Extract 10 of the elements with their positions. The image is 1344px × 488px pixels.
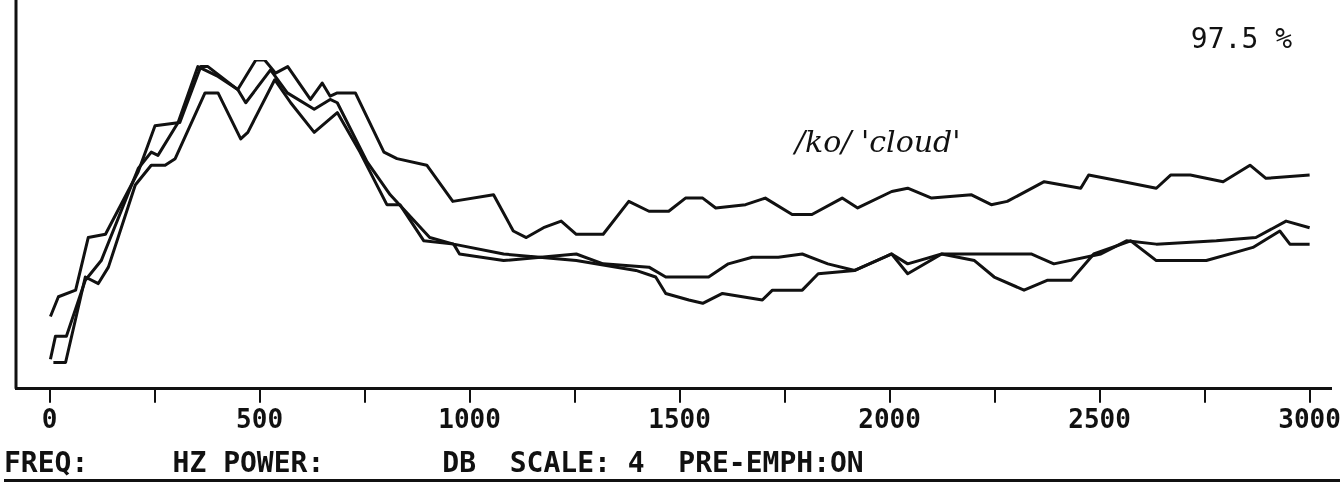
text: 97.5 % [1190, 22, 1292, 55]
x-tick-label: 500 [236, 404, 284, 435]
x-tick-label: 2000 [858, 404, 921, 435]
x-tick-label: 3000 [1278, 404, 1341, 435]
annotation: /ko/ 'cloud' [795, 124, 961, 159]
x-tick-label: 1500 [648, 404, 711, 435]
x-tick-label: 2500 [1068, 404, 1131, 435]
text: FREQ: HZ POWER: DB SCALE: 4 PRE-EMPH:ON [4, 446, 1340, 482]
x-tick-label: 1000 [438, 404, 501, 435]
x-tick-label: 0 [41, 404, 58, 435]
